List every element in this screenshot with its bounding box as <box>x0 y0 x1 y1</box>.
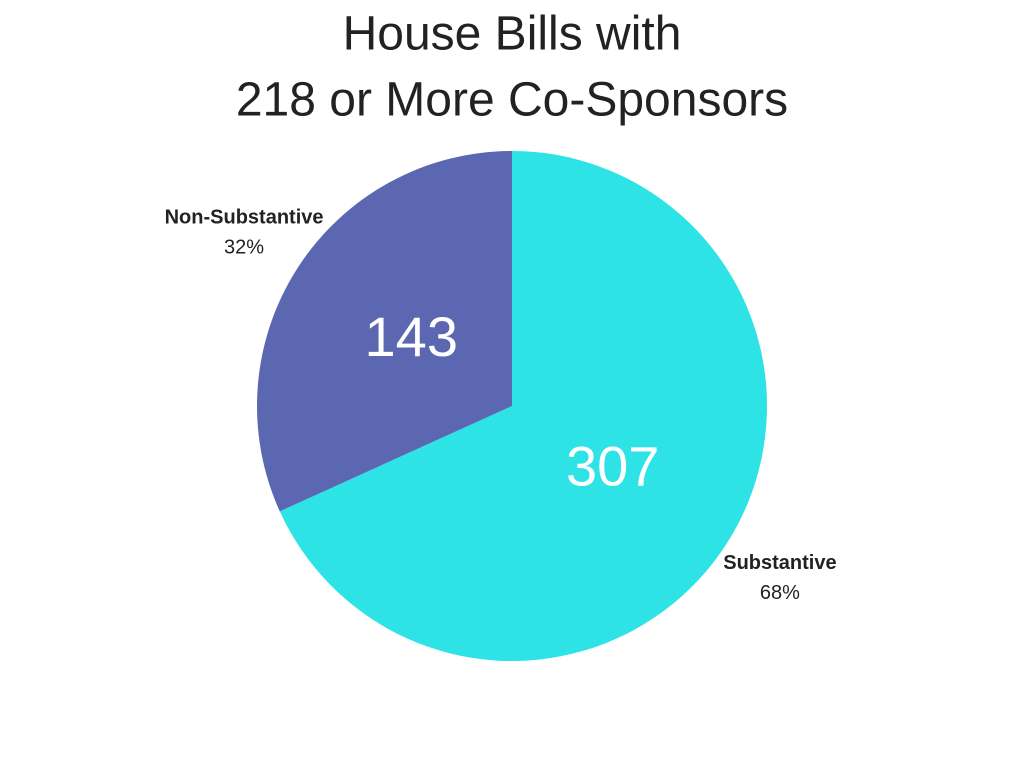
pie-slice <box>279 151 767 661</box>
chart-title: 218 or More Co-Sponsors <box>236 74 788 127</box>
value-label: 143 <box>365 305 458 368</box>
value-label: 307 <box>566 435 659 498</box>
chart-title: House Bills with <box>343 8 682 61</box>
pie-slice <box>257 151 512 512</box>
percent-label: 68% <box>760 582 800 604</box>
category-label: Substantive <box>723 552 836 574</box>
percent-label: 32% <box>224 237 264 259</box>
category-label: Non-Substantive <box>165 207 324 229</box>
